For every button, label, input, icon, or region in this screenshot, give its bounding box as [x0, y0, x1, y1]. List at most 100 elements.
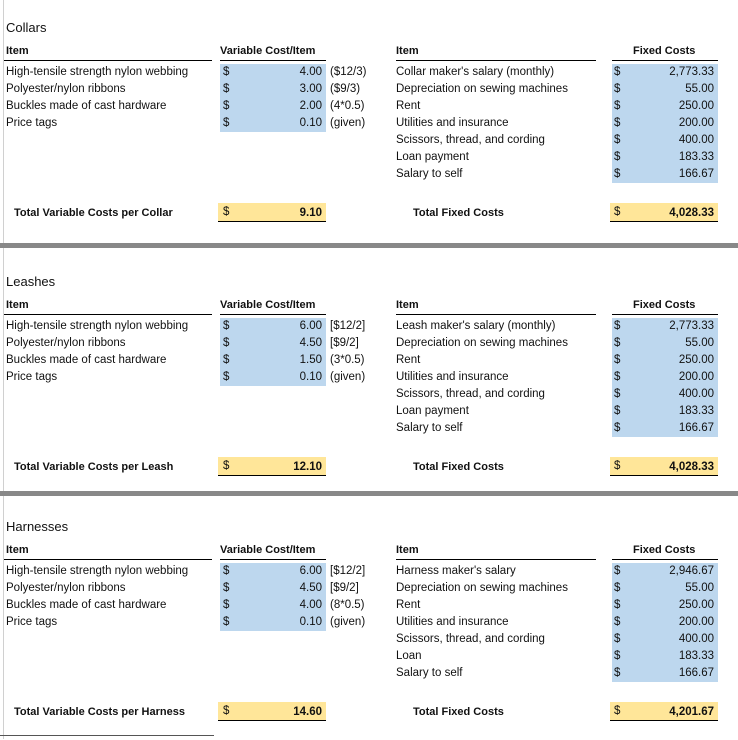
variable-cost-note[interactable]: ($12/3)	[330, 66, 367, 78]
fixed-cost-value[interactable]: 2,946.67	[669, 565, 714, 577]
total-variable-cell[interactable]	[218, 702, 326, 721]
variable-cost-note[interactable]: (given)	[330, 616, 366, 628]
variable-item-name[interactable]: Price tags	[6, 616, 58, 628]
fixed-item-name[interactable]: Depreciation on sewing machines	[396, 337, 568, 349]
variable-item-name[interactable]: High-tensile strength nylon webbing	[6, 565, 189, 577]
fixed-item-name[interactable]: Salary to self	[396, 422, 463, 434]
variable-cost-value[interactable]: 0.10	[299, 616, 322, 628]
fixed-item-name[interactable]: Salary to self	[396, 168, 463, 180]
variable-cost-value[interactable]: 3.00	[299, 83, 322, 95]
fixed-item-name[interactable]: Scissors, thread, and cording	[396, 633, 545, 645]
variable-cost-note[interactable]: (4*0.5)	[330, 100, 365, 112]
fixed-item-name[interactable]: Scissors, thread, and cording	[396, 388, 545, 400]
fixed-cost-value[interactable]: 250.00	[678, 100, 714, 112]
fixed-item-header[interactable]: Item	[396, 45, 419, 57]
section-title[interactable]: Collars	[6, 20, 47, 35]
fixed-item-name[interactable]: Loan payment	[396, 151, 469, 163]
fixed-item-header[interactable]: Item	[396, 299, 419, 311]
variable-cost-value[interactable]: 0.10	[299, 371, 322, 383]
fixed-cost-value[interactable]: 400.00	[678, 388, 714, 400]
fixed-item-name[interactable]: Utilities and insurance	[396, 616, 509, 628]
variable-cost-value[interactable]: 4.50	[299, 582, 322, 594]
variable-cost-note[interactable]: (3*0.5)	[330, 354, 365, 366]
fixed-item-name[interactable]: Salary to self	[396, 667, 463, 679]
fixed-item-name[interactable]: Harness maker's salary	[396, 565, 516, 577]
fixed-cost-value[interactable]: 166.67	[678, 667, 714, 679]
variable-item-name[interactable]: Polyester/nylon ribbons	[6, 83, 126, 95]
fixed-item-header[interactable]: Item	[396, 544, 419, 556]
total-fixed-cell[interactable]	[610, 702, 718, 721]
variable-cost-value[interactable]: 4.50	[299, 337, 322, 349]
variable-item-name[interactable]: High-tensile strength nylon webbing	[6, 66, 189, 78]
variable-cost-value[interactable]: 4.00	[299, 599, 322, 611]
fixed-cost-value[interactable]: 400.00	[678, 633, 714, 645]
section-title[interactable]: Leashes	[6, 274, 56, 289]
variable-cost-value[interactable]: 2.00	[299, 100, 322, 112]
fixed-item-name[interactable]: Depreciation on sewing machines	[396, 582, 568, 594]
variable-cost-value[interactable]: 1.50	[299, 354, 322, 366]
fixed-item-name[interactable]: Loan payment	[396, 405, 469, 417]
fixed-cost-value[interactable]: 55.00	[685, 337, 714, 349]
fixed-item-name[interactable]: Leash maker's salary (monthly)	[396, 320, 556, 332]
total-variable-value[interactable]: 9.10	[299, 207, 322, 219]
fixed-costs-header[interactable]: Fixed Costs	[633, 45, 696, 57]
fixed-cost-value[interactable]: 250.00	[678, 354, 714, 366]
variable-cost-note[interactable]: (given)	[330, 117, 366, 129]
fixed-cost-value[interactable]: 2,773.33	[669, 66, 714, 78]
total-fixed-value[interactable]: 4,028.33	[669, 207, 714, 219]
total-fixed-cell[interactable]	[610, 203, 718, 222]
variable-cost-value[interactable]: 6.00	[299, 565, 322, 577]
fixed-item-name[interactable]: Scissors, thread, and cording	[396, 134, 545, 146]
fixed-cost-value[interactable]: 250.00	[678, 599, 714, 611]
variable-cost-value[interactable]: 4.00	[299, 66, 322, 78]
variable-item-name[interactable]: Price tags	[6, 117, 58, 129]
total-variable-value[interactable]: 12.10	[293, 461, 322, 473]
total-variable-cell[interactable]	[218, 203, 326, 222]
variable-item-name[interactable]: Polyester/nylon ribbons	[6, 337, 126, 349]
variable-cost-note[interactable]: [$9/2]	[330, 337, 359, 349]
variable-cost-note[interactable]: ($9/3)	[330, 83, 361, 95]
total-fixed-cell[interactable]	[610, 457, 718, 476]
item-header[interactable]: Item	[6, 544, 29, 556]
variable-cost-header[interactable]: Variable Cost/Item	[220, 544, 316, 556]
fixed-cost-value[interactable]: 183.33	[678, 151, 714, 163]
variable-cost-header[interactable]: Variable Cost/Item	[220, 45, 316, 57]
fixed-cost-value[interactable]: 183.33	[678, 405, 714, 417]
fixed-item-name[interactable]: Rent	[396, 599, 421, 611]
item-header[interactable]: Item	[6, 299, 29, 311]
variable-cost-note[interactable]: (given)	[330, 371, 366, 383]
fixed-item-name[interactable]: Utilities and insurance	[396, 371, 509, 383]
variable-item-name[interactable]: Buckles made of cast hardware	[6, 354, 167, 366]
fixed-item-name[interactable]: Depreciation on sewing machines	[396, 83, 568, 95]
variable-item-name[interactable]: Buckles made of cast hardware	[6, 100, 167, 112]
variable-cost-value[interactable]: 0.10	[299, 117, 322, 129]
fixed-cost-value[interactable]: 166.67	[678, 422, 714, 434]
fixed-item-name[interactable]: Loan	[396, 650, 422, 662]
fixed-item-name[interactable]: Rent	[396, 100, 421, 112]
fixed-costs-header[interactable]: Fixed Costs	[633, 544, 696, 556]
fixed-cost-value[interactable]: 183.33	[678, 650, 714, 662]
total-fixed-value[interactable]: 4,201.67	[669, 706, 714, 718]
fixed-cost-value[interactable]: 55.00	[685, 582, 714, 594]
variable-cost-note[interactable]: [$12/2]	[330, 320, 366, 332]
fixed-item-name[interactable]: Collar maker's salary (monthly)	[396, 66, 555, 78]
variable-item-name[interactable]: Price tags	[6, 371, 58, 383]
fixed-cost-value[interactable]: 166.67	[678, 168, 714, 180]
variable-cost-note[interactable]: [$12/2]	[330, 565, 366, 577]
variable-item-name[interactable]: High-tensile strength nylon webbing	[6, 320, 189, 332]
fixed-cost-value[interactable]: 200.00	[678, 371, 714, 383]
total-variable-value[interactable]: 14.60	[293, 706, 322, 718]
variable-cost-header[interactable]: Variable Cost/Item	[220, 299, 316, 311]
fixed-costs-header[interactable]: Fixed Costs	[633, 299, 696, 311]
variable-cost-note[interactable]: (8*0.5)	[330, 599, 365, 611]
variable-item-name[interactable]: Polyester/nylon ribbons	[6, 582, 126, 594]
fixed-cost-value[interactable]: 55.00	[685, 83, 714, 95]
total-variable-cell[interactable]	[218, 457, 326, 476]
total-fixed-value[interactable]: 4,028.33	[669, 461, 714, 473]
fixed-cost-value[interactable]: 200.00	[678, 117, 714, 129]
variable-cost-value[interactable]: 6.00	[299, 320, 322, 332]
fixed-cost-value[interactable]: 400.00	[678, 134, 714, 146]
fixed-cost-value[interactable]: 200.00	[678, 616, 714, 628]
fixed-item-name[interactable]: Rent	[396, 354, 421, 366]
variable-item-name[interactable]: Buckles made of cast hardware	[6, 599, 167, 611]
